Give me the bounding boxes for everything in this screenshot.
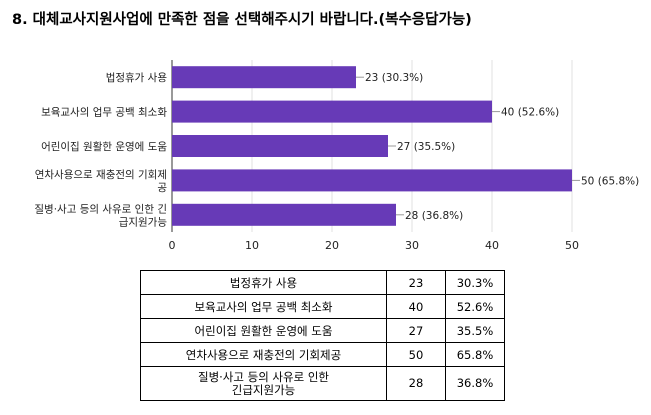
- table-cell-count: 27: [386, 318, 446, 343]
- table-cell-count: 40: [386, 294, 446, 319]
- category-label: 법정휴가 사용: [106, 72, 168, 84]
- table-cell-percent: 30.3%: [445, 270, 505, 295]
- table-cell-label: 어린이집 원활한 운영에 도움: [140, 318, 387, 343]
- data-label: 28 (36.8%): [405, 210, 463, 222]
- bar: [172, 203, 396, 226]
- table-row: 법정휴가 사용 23 30.3%: [140, 270, 505, 295]
- category-label: 연차사용으로 재충전의 기회제: [35, 169, 167, 181]
- x-tick-label: 20: [325, 239, 339, 252]
- table-cell-count: 23: [386, 270, 446, 295]
- bar: [172, 100, 492, 123]
- x-tick-label: 30: [405, 239, 419, 252]
- table-cell-label: 질병·사고 등의 사유로 인한 긴급지원가능: [140, 366, 387, 401]
- table-cell-label-line: 긴급지원가능: [231, 382, 296, 397]
- table-row: 어린이집 원활한 운영에 도움 27 35.5%: [140, 318, 505, 343]
- data-label: 40 (52.6%): [501, 107, 559, 119]
- category-label: 공: [157, 182, 167, 194]
- data-label: 50 (65.8%): [581, 175, 639, 187]
- table-cell-count: 28: [386, 366, 446, 401]
- x-tick-label: 0: [169, 239, 176, 252]
- results-table: 법정휴가 사용 23 30.3% 보육교사의 업무 공백 최소화 40 52.6…: [140, 270, 505, 401]
- table-cell-count: 50: [386, 342, 446, 367]
- table-cell-percent: 52.6%: [445, 294, 505, 319]
- category-label: 급지원가능: [119, 216, 168, 228]
- table-row: 보육교사의 업무 공백 최소화 40 52.6%: [140, 294, 505, 319]
- table-cell-label-line: 질병·사고 등의 사유로 인한: [197, 369, 329, 384]
- x-tick-label: 10: [245, 239, 259, 252]
- category-label: 보육교사의 업무 공백 최소화: [41, 106, 167, 119]
- table-cell-label: 법정휴가 사용: [140, 270, 387, 295]
- table-cell-percent: 35.5%: [445, 318, 505, 343]
- table-row: 연차사용으로 재충전의 기회제공 50 65.8%: [140, 342, 505, 367]
- table-row: 질병·사고 등의 사유로 인한 긴급지원가능 28 36.8%: [140, 366, 505, 401]
- question-title: 8. 대체교사지원사업에 만족한 점을 선택해주시기 바랍니다.(복수응답가능): [12, 12, 472, 28]
- data-label: 27 (35.5%): [397, 141, 455, 153]
- category-label: 질병·사고 등의 사유로 인한 긴: [34, 203, 167, 215]
- category-label: 어린이집 원활한 운영에 도움: [41, 140, 167, 153]
- table-cell-label: 연차사용으로 재충전의 기회제공: [140, 342, 387, 367]
- table-cell-percent: 65.8%: [445, 342, 505, 367]
- x-tick-label: 50: [565, 239, 579, 252]
- bar: [172, 66, 356, 89]
- table-cell-percent: 36.8%: [445, 366, 505, 401]
- bar: [172, 169, 572, 192]
- data-label: 23 (30.3%): [365, 72, 423, 84]
- bar-chart: 0 10 20 30 40 50 23 (30.3%) 법정휴가 사용 40 (52.6%) 보육…: [34, 60, 639, 252]
- bar: [172, 135, 388, 157]
- x-tick-label: 40: [485, 239, 499, 252]
- table-cell-label: 보육교사의 업무 공백 최소화: [140, 294, 387, 319]
